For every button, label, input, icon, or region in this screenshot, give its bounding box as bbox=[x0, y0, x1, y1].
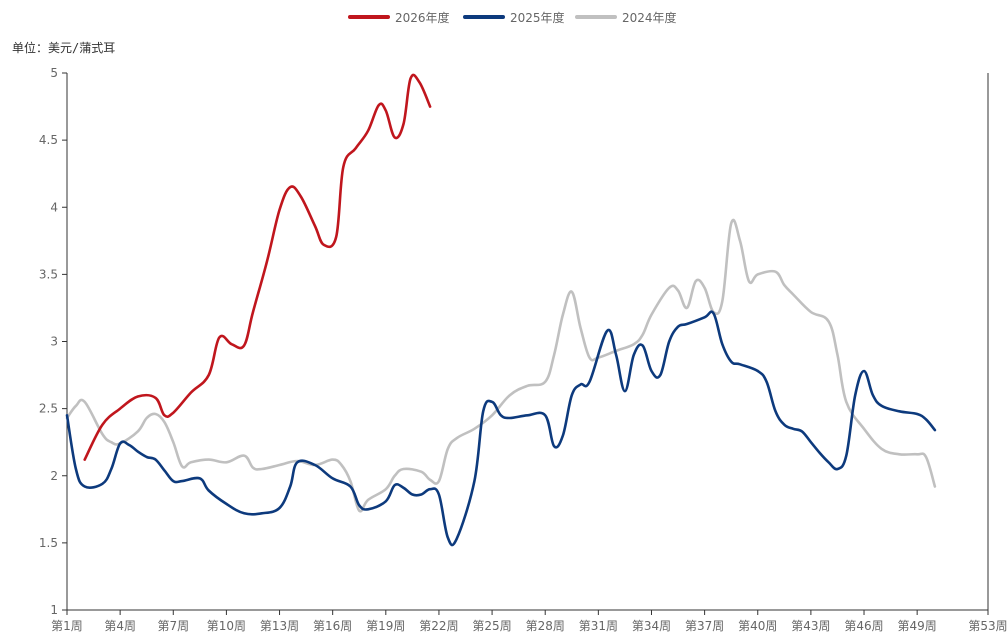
legend-item-2025[interactable]: 2025年度 bbox=[463, 8, 565, 26]
y-tick-label: 5 bbox=[50, 66, 58, 80]
series-line-2026年度 bbox=[83, 73, 432, 461]
x-tick-label: 第7周 bbox=[157, 619, 189, 633]
x-tick-label: 第37周 bbox=[685, 619, 724, 633]
x-tick-label: 第10周 bbox=[207, 619, 246, 633]
x-tick-label: 第40周 bbox=[738, 619, 777, 633]
series-line-2025年度 bbox=[65, 310, 937, 547]
x-tick-label: 第34周 bbox=[632, 619, 671, 633]
x-tick-label: 第19周 bbox=[366, 619, 405, 633]
legend-swatch-2025 bbox=[463, 15, 505, 19]
x-tick-label: 第53周 bbox=[968, 619, 1007, 633]
y-tick-label: 3.5 bbox=[39, 267, 58, 281]
legend-item-2026[interactable]: 2026年度 bbox=[348, 8, 450, 26]
y-tick-label: 4.5 bbox=[39, 133, 58, 147]
legend-label-2026: 2026年度 bbox=[395, 10, 450, 25]
y-tick-label: 2 bbox=[50, 469, 58, 483]
y-tick-label: 4 bbox=[50, 200, 58, 214]
x-tick-label: 第49周 bbox=[898, 619, 937, 633]
y-axis: 1 1.5 2 2.5 3 3.5 4 4.5 5 bbox=[39, 66, 68, 617]
series-layer bbox=[65, 73, 937, 547]
x-tick-label: 第16周 bbox=[313, 619, 352, 633]
legend-item-2024[interactable]: 2024年度 bbox=[575, 8, 677, 26]
x-tick-label: 第4周 bbox=[104, 619, 136, 633]
legend-swatch-2026 bbox=[348, 15, 390, 19]
y-tick-label: 1 bbox=[50, 603, 58, 617]
y-tick-label: 2.5 bbox=[39, 402, 58, 416]
x-tick-label: 第31周 bbox=[579, 619, 618, 633]
x-tick-label: 第43周 bbox=[791, 619, 830, 633]
unit-label: 单位：美元/蒲式耳 bbox=[12, 41, 116, 55]
x-tick-label: 第13周 bbox=[260, 619, 299, 633]
x-tick-label: 第1周 bbox=[51, 619, 83, 633]
legend-label-2024: 2024年度 bbox=[622, 10, 677, 25]
y-tick-label: 3 bbox=[50, 335, 58, 349]
x-tick-label: 第22周 bbox=[419, 619, 458, 633]
legend-swatch-2024 bbox=[575, 15, 617, 19]
x-tick-label: 第28周 bbox=[526, 619, 565, 633]
x-tick-label: 第25周 bbox=[472, 619, 511, 633]
legend-label-2025: 2025年度 bbox=[510, 10, 565, 25]
y-tick-label: 1.5 bbox=[39, 536, 58, 550]
series-line-2024年度 bbox=[65, 218, 937, 513]
x-tick-label: 第46周 bbox=[844, 619, 883, 633]
x-axis: 第1周 第4周 第7周 第10周 第13周 第16周 第19周 第22周 第25周 第28周 第31… bbox=[51, 73, 1007, 633]
